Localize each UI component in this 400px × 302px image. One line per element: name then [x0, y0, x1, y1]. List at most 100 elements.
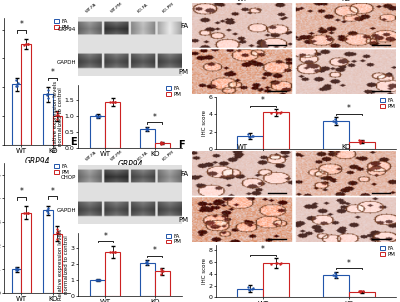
Point: [54, 113, 60, 117]
Point: [110, 249, 116, 254]
Point: [358, 139, 364, 144]
Point: [332, 271, 338, 276]
Point: [360, 139, 366, 143]
Point: [144, 128, 150, 133]
Y-axis label: Relative expression levels
normalized to control: Relative expression levels normalized to…: [58, 229, 69, 300]
Point: [250, 286, 257, 291]
Point: [93, 277, 100, 282]
Point: [158, 271, 165, 276]
Point: [44, 205, 51, 210]
Point: [277, 110, 284, 115]
Point: [143, 261, 150, 265]
Point: [112, 249, 118, 254]
Bar: [12, 269, 21, 293]
Point: [274, 261, 280, 266]
Bar: [263, 263, 289, 297]
Point: [44, 93, 51, 98]
Point: [96, 278, 102, 282]
Point: [357, 289, 364, 294]
Text: KO: KO: [342, 0, 351, 2]
Legend: FA, PM: FA, PM: [54, 164, 70, 175]
Text: PM: PM: [179, 217, 189, 223]
Point: [159, 268, 165, 273]
Point: [274, 110, 280, 115]
Point: [45, 92, 51, 96]
Point: [245, 284, 251, 289]
Text: WT          GRP94          KO: WT GRP94 KO: [259, 249, 329, 254]
Text: WT-FA: WT-FA: [84, 2, 97, 14]
Point: [21, 211, 28, 216]
Point: [53, 110, 60, 115]
Bar: [90, 116, 105, 148]
Text: WT-PM: WT-PM: [110, 150, 124, 162]
Point: [357, 140, 364, 145]
Point: [330, 272, 336, 277]
Point: [245, 132, 251, 137]
Text: WT-PM: WT-PM: [110, 2, 124, 14]
Point: [96, 278, 103, 282]
Point: [249, 286, 255, 291]
Text: KO-FA: KO-FA: [136, 3, 149, 14]
Bar: [140, 129, 155, 148]
Text: WT: WT: [237, 144, 248, 149]
Text: WT-FA: WT-FA: [84, 150, 97, 162]
Point: [158, 142, 165, 146]
Point: [94, 114, 100, 119]
Text: FA: FA: [181, 23, 189, 28]
Text: KO-PM: KO-PM: [162, 2, 175, 14]
Bar: [43, 94, 53, 145]
Point: [12, 78, 19, 83]
Point: [332, 119, 338, 124]
Y-axis label: IHC score: IHC score: [202, 110, 207, 136]
Legend: FA, PM: FA, PM: [54, 19, 70, 31]
Text: *: *: [347, 259, 351, 268]
Point: [94, 278, 100, 283]
Point: [143, 259, 150, 264]
Point: [44, 88, 51, 92]
Point: [246, 287, 252, 292]
Point: [24, 210, 31, 215]
Point: [45, 210, 51, 215]
Point: [144, 262, 150, 266]
Bar: [21, 44, 31, 145]
Point: [158, 268, 164, 273]
Bar: [105, 252, 120, 296]
Text: KO: KO: [342, 144, 351, 149]
Point: [158, 140, 164, 145]
Point: [143, 125, 150, 130]
Point: [53, 226, 60, 231]
Text: E: E: [70, 137, 76, 147]
Point: [332, 117, 338, 121]
X-axis label: GRP94: GRP94: [293, 162, 319, 171]
Bar: [263, 113, 289, 149]
Point: [54, 230, 60, 235]
Point: [24, 210, 31, 215]
Point: [272, 110, 279, 115]
Point: [278, 261, 284, 266]
Point: [24, 42, 31, 47]
Point: [356, 138, 363, 143]
Bar: [349, 142, 374, 149]
X-axis label: GRP94: GRP94: [24, 157, 50, 166]
Point: [357, 290, 364, 295]
Text: KO-PM: KO-PM: [162, 150, 175, 162]
Point: [45, 96, 51, 101]
Bar: [53, 234, 62, 293]
Point: [278, 110, 284, 115]
Point: [246, 135, 252, 140]
Point: [144, 260, 150, 265]
Bar: [323, 121, 349, 149]
Point: [160, 140, 166, 145]
Bar: [238, 136, 263, 149]
Point: [249, 134, 255, 139]
Text: *: *: [51, 68, 55, 77]
Text: F: F: [178, 140, 184, 150]
Text: C: C: [178, 0, 185, 2]
Point: [247, 134, 254, 139]
Point: [107, 250, 113, 255]
Point: [110, 100, 116, 104]
Text: WT: WT: [237, 0, 248, 2]
Text: GAPDH: GAPDH: [57, 208, 76, 213]
Point: [142, 260, 149, 265]
Bar: [53, 116, 62, 145]
